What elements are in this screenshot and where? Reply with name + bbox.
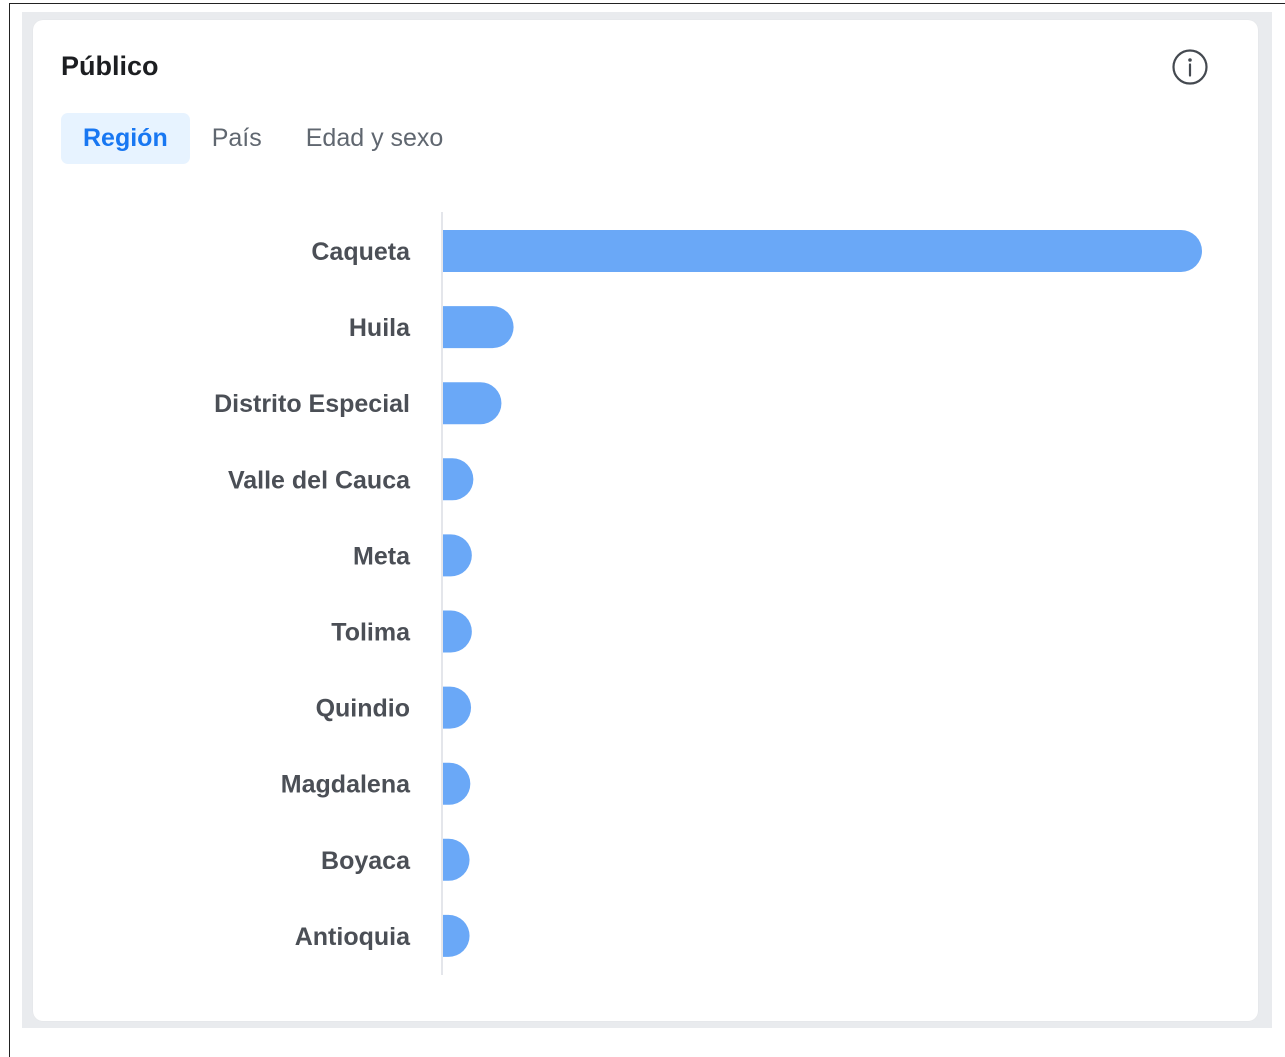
bar-distrito-especial[interactable] <box>443 382 502 425</box>
card-title: Público <box>61 51 159 81</box>
category-label: Antioquia <box>295 923 411 951</box>
bar-meta[interactable] <box>443 534 472 577</box>
screenshot-frame <box>9 3 1285 1057</box>
audience-tabs: Región País Edad y sexo <box>61 113 465 164</box>
category-label: Meta <box>353 542 411 570</box>
tab-country[interactable]: País <box>211 124 262 152</box>
category-label: Boyaca <box>321 847 411 875</box>
category-label: Valle del Cauca <box>228 466 411 494</box>
tab-region[interactable]: Región <box>61 113 190 164</box>
category-label: Quindio <box>316 695 410 723</box>
category-label: Tolima <box>331 619 411 647</box>
bar-quindio[interactable] <box>443 686 472 729</box>
bar-boyaca[interactable] <box>443 838 470 881</box>
audience-card: Público Región País Edad y sexo Caqueta H… <box>33 20 1258 1021</box>
bar-magdalena[interactable] <box>443 762 471 805</box>
bar-antioquia[interactable] <box>443 914 470 957</box>
category-label: Magdalena <box>281 771 411 799</box>
tab-age-gender[interactable]: Edad y sexo <box>305 124 444 152</box>
info-circle-icon[interactable] <box>1171 48 1209 86</box>
category-label: Huila <box>349 314 411 342</box>
bar-huila[interactable] <box>443 306 514 349</box>
category-label: Caqueta <box>311 238 411 266</box>
region-bar-chart: Caqueta Huila Distrito Especial Valle del C… <box>214 212 1202 975</box>
category-label: Distrito Especial <box>214 390 410 418</box>
bar-caqueta[interactable] <box>443 230 1202 272</box>
bar-valle-del-cauca[interactable] <box>443 458 474 501</box>
bar-tolima[interactable] <box>443 610 472 653</box>
